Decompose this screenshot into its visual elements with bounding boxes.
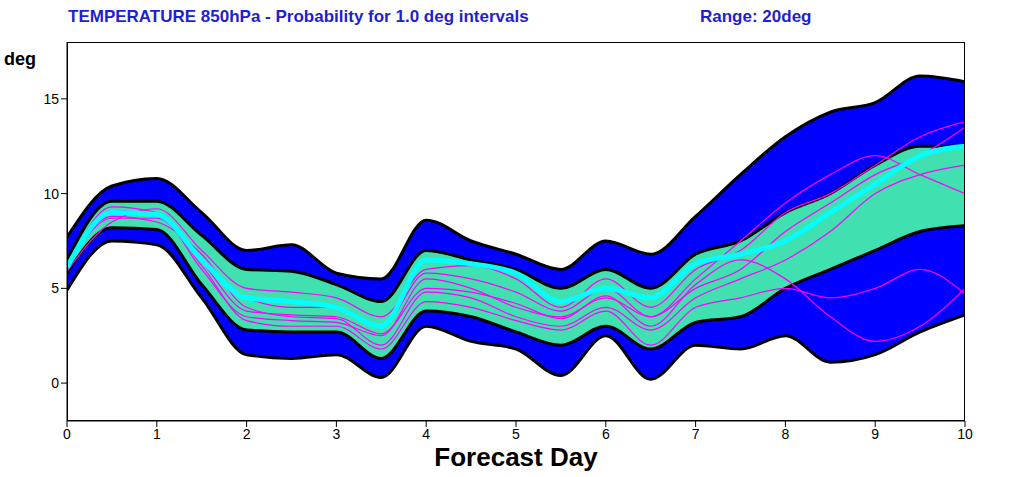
svg-text:15: 15	[43, 91, 59, 107]
svg-text:3: 3	[333, 426, 341, 442]
svg-text:6: 6	[602, 426, 610, 442]
svg-text:9: 9	[871, 426, 879, 442]
svg-text:0: 0	[63, 426, 71, 442]
html-text:TEMPERATURE 850hPa - Probabili: TEMPERATURE 850hPa - Probability for 1.0…	[68, 7, 529, 26]
svg-text:7: 7	[692, 426, 700, 442]
svg-text:10: 10	[43, 186, 59, 202]
svg-text:2: 2	[243, 426, 251, 442]
svg-text:10: 10	[957, 426, 973, 442]
svg-text:5: 5	[51, 280, 59, 296]
svg-text:4: 4	[422, 426, 430, 442]
html-text:Forecast Day: Forecast Day	[434, 442, 598, 472]
html-text:deg: deg	[4, 49, 36, 69]
svg-text:1: 1	[153, 426, 161, 442]
svg-text:0: 0	[51, 375, 59, 391]
svg-text:8: 8	[782, 426, 790, 442]
svg-text:5: 5	[512, 426, 520, 442]
html-text:Range: 20deg: Range: 20deg	[700, 7, 812, 26]
